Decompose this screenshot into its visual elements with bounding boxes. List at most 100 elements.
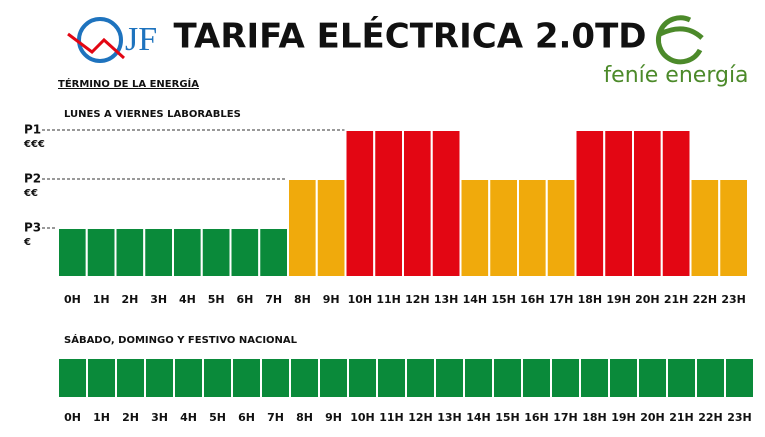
x-tick-label: 11H [379, 411, 404, 424]
x-tick-label: 5H [208, 293, 225, 306]
y-tick-label: P1 [24, 123, 41, 137]
bar [344, 129, 376, 278]
x-tick-label: 22H [693, 293, 718, 306]
bar [521, 357, 552, 399]
logo-text: feníe energía [603, 63, 748, 88]
bar [202, 357, 233, 399]
bar [517, 178, 548, 278]
bar [376, 357, 407, 399]
x-tick-label: 22H [698, 411, 723, 424]
bar [550, 357, 581, 399]
x-tick-label: 8H [294, 293, 311, 306]
bar [608, 357, 639, 399]
bar [603, 129, 634, 278]
bar [229, 227, 261, 278]
logo-swirl [658, 26, 704, 40]
x-tick-label: 1H [93, 293, 110, 306]
bar [718, 178, 749, 278]
x-tick-label: 4H [179, 293, 196, 306]
y-tick-label: P3 [24, 221, 41, 235]
x-tick-label: 6H [236, 293, 253, 306]
x-tick-label: 2H [121, 293, 138, 306]
page-subtitle: TÉRMINO DE LA ENERGÍA [58, 77, 199, 90]
bar [173, 357, 204, 399]
y-tick-sublabel: €€ [23, 188, 38, 199]
page-title: TARIFA ELÉCTRICA 2.0TD [173, 16, 646, 57]
x-tick-label: 1H [93, 411, 110, 424]
logo-left: JF [67, 17, 157, 63]
chart-title: SÁBADO, DOMINGO Y FESTIVO NACIONAL [64, 333, 298, 346]
x-tick-label: 12H [408, 411, 433, 424]
x-tick-label: 21H [669, 411, 694, 424]
x-tick-label: 8H [296, 411, 313, 424]
x-tick-label: 18H [578, 293, 603, 306]
bar [434, 357, 465, 399]
bar [402, 129, 433, 278]
bar [86, 357, 117, 399]
bar [373, 129, 404, 278]
x-tick-label: 20H [640, 411, 665, 424]
bar [660, 129, 692, 278]
x-tick-label: 9H [325, 411, 342, 424]
bar [637, 357, 668, 399]
bar [258, 227, 289, 278]
logo-right: feníe energía [603, 15, 749, 88]
bar [488, 178, 519, 278]
bar [405, 357, 436, 399]
x-tick-label: 14H [463, 293, 488, 306]
logo-text: JF [125, 21, 157, 58]
x-tick-label: 19H [606, 293, 631, 306]
bar [463, 357, 494, 399]
x-tick-label: 10H [350, 411, 375, 424]
bar [200, 227, 232, 278]
x-tick-label: 14H [466, 411, 491, 424]
x-tick-label: 10H [348, 293, 373, 306]
x-tick-label: 16H [520, 293, 545, 306]
y-tick-sublabel: € [23, 237, 31, 248]
x-tick-label: 21H [664, 293, 689, 306]
bar [143, 227, 174, 278]
x-tick-label: 15H [495, 411, 520, 424]
x-tick-label: 17H [553, 411, 578, 424]
x-tick-label: 5H [209, 411, 226, 424]
bar [231, 357, 262, 399]
bar [689, 178, 721, 278]
x-tick-label: 9H [323, 293, 340, 306]
x-tick-label: 15H [491, 293, 516, 306]
logo-arrow [67, 32, 126, 60]
x-tick-label: 2H [122, 411, 139, 424]
x-tick-label: 20H [635, 293, 660, 306]
bar [545, 178, 577, 278]
chart-title: LUNES A VIERNES LABORABLES [64, 109, 241, 120]
bar [85, 227, 117, 278]
x-tick-label: 19H [611, 411, 636, 424]
bar [318, 357, 349, 399]
x-tick-label: 7H [265, 293, 282, 306]
x-tick-label: 17H [549, 293, 574, 306]
bar [289, 357, 320, 399]
y-tick-label: P2 [24, 172, 41, 186]
bar [666, 357, 697, 399]
x-tick-label: 0H [64, 293, 81, 306]
y-tick-sublabel: €€€ [23, 139, 45, 150]
x-tick-label: 12H [405, 293, 430, 306]
bar [115, 357, 146, 399]
x-tick-label: 16H [524, 411, 549, 424]
x-tick-label: 3H [151, 411, 168, 424]
x-tick-label: 6H [238, 411, 255, 424]
bar [695, 357, 726, 399]
bar [724, 357, 755, 399]
bar [347, 357, 378, 399]
bar [57, 227, 88, 278]
logo-swirl [656, 15, 703, 65]
x-tick-label: 11H [376, 293, 401, 306]
bar [459, 178, 491, 278]
bar [260, 357, 291, 399]
bar [172, 227, 203, 278]
x-tick-label: 4H [180, 411, 197, 424]
bar [57, 357, 88, 399]
logo-ring [77, 17, 123, 63]
bar [574, 129, 606, 278]
x-tick-label: 18H [582, 411, 607, 424]
x-tick-label: 23H [721, 293, 746, 306]
